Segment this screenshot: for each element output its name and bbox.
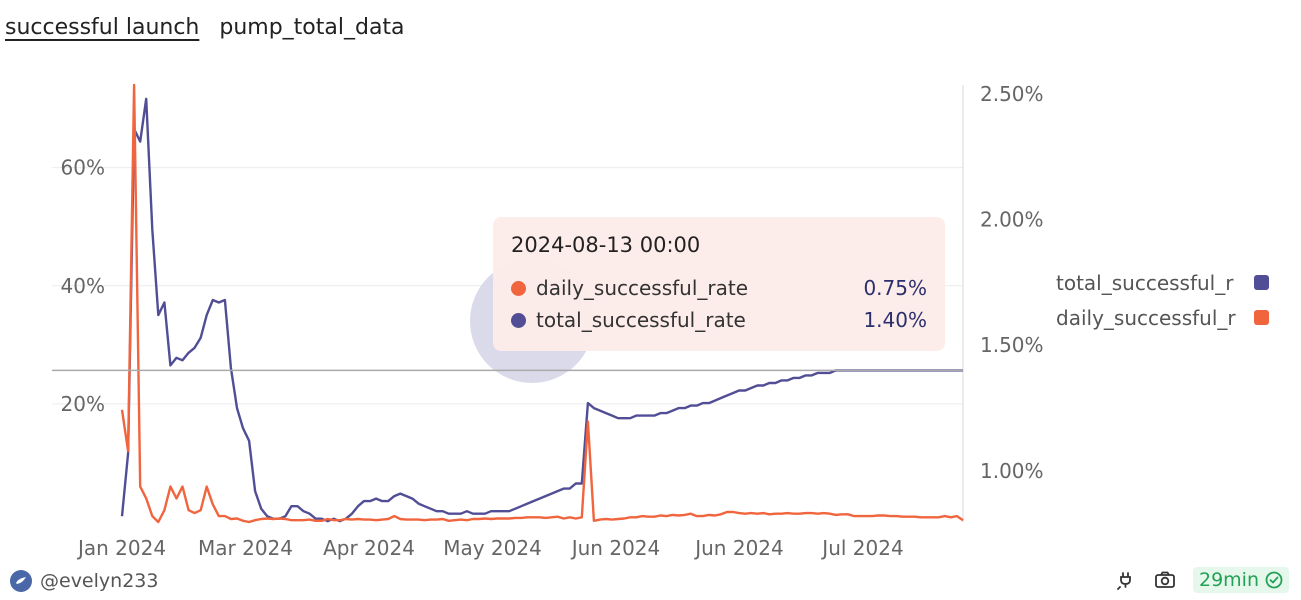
badge-label: 29min xyxy=(1198,569,1259,591)
x-tick-label: Apr 2024 xyxy=(323,536,415,560)
tab-pump-total-data[interactable]: pump_total_data xyxy=(219,14,405,40)
tooltip-series-value: 0.75% xyxy=(863,276,927,300)
x-tick-label: Jun 2024 xyxy=(693,536,784,560)
x-tick-label: Jul 2024 xyxy=(820,536,903,560)
x-tick-label: Mar 2024 xyxy=(198,536,293,560)
series-line-daily-successful-rate xyxy=(120,83,964,524)
x-tick-label: Jun 2024 xyxy=(570,536,661,560)
legend-item-total[interactable]: total_successful_r xyxy=(1056,265,1296,300)
username: @evelyn233 xyxy=(40,570,159,592)
y-left-tick-label: 60% xyxy=(61,156,105,180)
tab-successful-launch[interactable]: successful launch xyxy=(5,14,200,40)
legend-label: daily_successful_r xyxy=(1056,305,1236,330)
y-right-tick-label: 1.50% xyxy=(980,333,1044,357)
tooltip-series-value: 1.40% xyxy=(863,308,927,332)
y-right-tick-label: 1.00% xyxy=(980,459,1044,483)
tooltip-dot-total xyxy=(511,312,526,328)
plug-icon[interactable] xyxy=(1113,568,1137,592)
y-right-tick-label: 2.50% xyxy=(980,82,1044,106)
legend-swatch xyxy=(1254,275,1269,290)
x-tick-label: May 2024 xyxy=(443,536,542,560)
author[interactable]: @evelyn233 xyxy=(10,570,158,592)
bird-icon xyxy=(16,577,26,584)
tooltip-series-name: total_successful_rate xyxy=(536,308,746,332)
x-tick-label: Jan 2024 xyxy=(76,536,166,560)
y-right-tick-label: 2.00% xyxy=(980,208,1044,232)
tooltip-row-total: total_successful_rate 1.40% xyxy=(511,304,927,336)
legend: total_successful_r daily_successful_r xyxy=(1056,265,1296,335)
axis-ticks: 20% 40% 60% 1.00% 1.50% 2.00% 2.50% Jan 2024 Mar… xyxy=(61,82,1044,560)
y-left-tick-label: 20% xyxy=(61,392,105,416)
tooltip-title: 2024-08-13 00:00 xyxy=(511,233,701,257)
legend-label: total_successful_r xyxy=(1056,270,1234,295)
legend-swatch xyxy=(1254,310,1269,325)
camera-icon[interactable] xyxy=(1153,568,1177,592)
y-left-tick-label: 40% xyxy=(61,274,105,298)
refresh-badge[interactable]: 29min xyxy=(1192,567,1289,593)
tooltip-dot-daily xyxy=(511,280,526,296)
series-lines xyxy=(120,83,964,524)
tab-bar: successful launch pump_total_data xyxy=(5,12,405,42)
tooltip-row-daily: daily_successful_rate 0.75% xyxy=(511,272,927,304)
avatar xyxy=(10,570,32,592)
tooltip: 2024-08-13 00:00 daily_successful_rate 0… xyxy=(493,217,945,351)
footer-actions: 29min xyxy=(1113,567,1289,593)
tooltip-series-name: daily_successful_rate xyxy=(536,276,749,300)
legend-item-daily[interactable]: daily_successful_r xyxy=(1056,300,1296,335)
check-circle-icon xyxy=(1265,571,1283,589)
series-line-total-successful-rate xyxy=(120,97,963,523)
